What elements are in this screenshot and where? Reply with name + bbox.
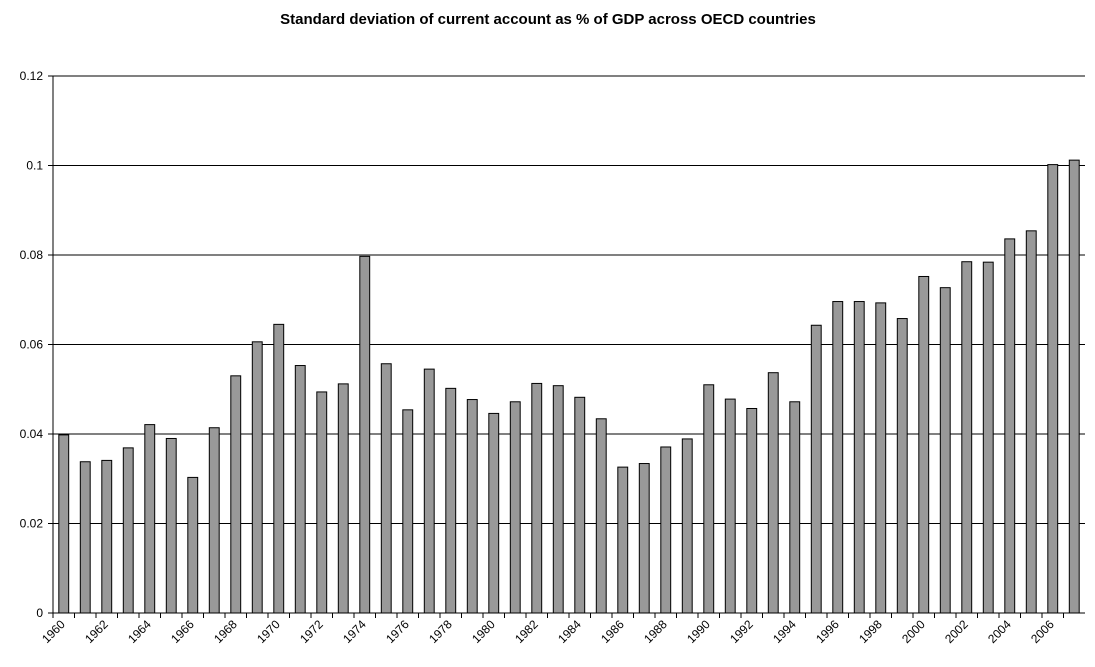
x-tick-label: 1970	[254, 617, 283, 646]
bar	[896, 318, 908, 614]
bar	[380, 363, 392, 614]
bar	[853, 301, 865, 614]
x-tick-label: 2006	[1028, 617, 1057, 646]
x-tick-label: 2000	[899, 617, 928, 646]
bar	[789, 401, 801, 614]
bar	[208, 427, 220, 614]
x-tick-label: 1998	[856, 617, 885, 646]
chart-title: Standard deviation of current account as…	[280, 11, 816, 28]
x-tick-label: 1978	[426, 617, 455, 646]
bar	[595, 418, 607, 614]
bar	[337, 383, 349, 614]
y-tick-label: 0.08	[20, 248, 44, 262]
bar	[982, 261, 994, 614]
bar	[79, 461, 91, 614]
bar	[1025, 230, 1037, 614]
bar	[617, 466, 629, 614]
bar	[939, 287, 951, 614]
x-tick-label: 1964	[125, 617, 154, 646]
x-tick-label: 1974	[340, 617, 369, 646]
x-tick-label: 1966	[168, 617, 197, 646]
bar	[466, 399, 478, 614]
bar	[144, 424, 156, 614]
bar	[187, 476, 199, 614]
x-tick-label: 1976	[383, 617, 412, 646]
bar	[488, 412, 500, 614]
x-tick-label: 1968	[211, 617, 240, 646]
bar	[230, 375, 242, 614]
y-tick-label: 0.1	[26, 159, 43, 173]
bar	[918, 275, 930, 614]
bar	[703, 384, 715, 614]
bar	[746, 407, 758, 614]
bar	[681, 438, 693, 614]
x-tick-label: 1980	[469, 617, 498, 646]
bar	[531, 382, 543, 614]
y-tick-label: 0.02	[20, 517, 44, 531]
bar	[294, 365, 306, 614]
bar	[574, 396, 586, 614]
bar	[1068, 159, 1080, 614]
bar	[767, 372, 779, 614]
bar	[359, 255, 371, 614]
bar	[273, 323, 285, 614]
bar	[101, 459, 113, 614]
y-tick-label: 0	[36, 606, 43, 620]
x-tick-label: 1988	[641, 617, 670, 646]
bar	[660, 446, 672, 614]
bar	[251, 341, 263, 614]
bar	[423, 368, 435, 614]
bar	[832, 301, 844, 614]
bar	[875, 302, 887, 614]
bar	[638, 463, 650, 614]
x-tick-label: 1982	[512, 617, 541, 646]
x-tick-label: 1986	[598, 617, 627, 646]
y-tick-label: 0.12	[20, 69, 44, 83]
y-tick-label: 0.06	[20, 338, 44, 352]
x-tick-label: 1990	[684, 617, 713, 646]
bar	[724, 398, 736, 614]
bar	[445, 387, 457, 614]
bar	[509, 401, 521, 614]
x-tick-label: 1972	[297, 617, 326, 646]
x-tick-label: 2004	[985, 617, 1014, 646]
x-tick-label: 1984	[555, 617, 584, 646]
bar	[552, 385, 564, 614]
x-tick-label: 1996	[813, 617, 842, 646]
y-tick-label: 0.04	[20, 427, 44, 441]
bar	[316, 391, 328, 614]
bar	[961, 261, 973, 614]
bar	[1047, 164, 1059, 614]
x-tick-label: 1992	[727, 617, 756, 646]
bar	[165, 437, 177, 614]
bar	[122, 447, 134, 614]
bar	[1004, 238, 1016, 614]
bar	[58, 434, 70, 614]
x-tick-label: 1960	[39, 617, 68, 646]
x-tick-label: 1962	[82, 617, 111, 646]
x-tick-label: 2002	[942, 617, 971, 646]
bar	[810, 324, 822, 614]
bar	[402, 409, 414, 614]
x-tick-label: 1994	[770, 617, 799, 646]
